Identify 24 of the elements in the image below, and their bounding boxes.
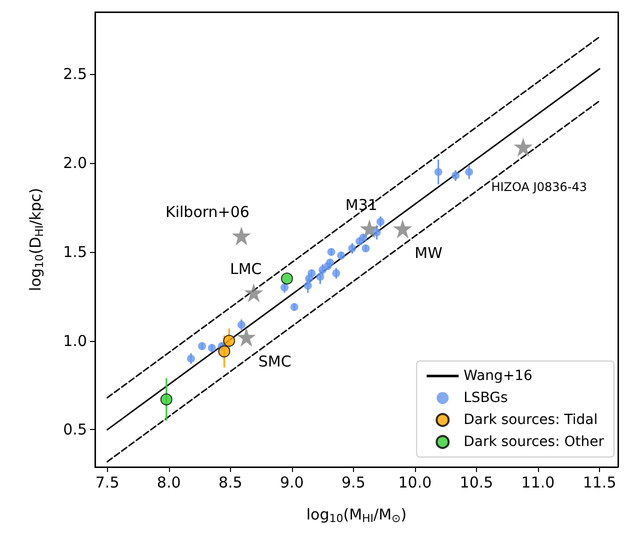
x-tick-label: 7.5 <box>95 474 120 492</box>
y-tick-label: 2.5 <box>63 65 87 84</box>
legend-label: LSBGs <box>464 390 508 406</box>
x-tick-label: 10.5 <box>460 474 494 492</box>
legend-label: Dark sources: Tidal <box>464 412 598 428</box>
x-tick-label: 8.0 <box>156 474 181 492</box>
legend-label: Wang+16 <box>464 368 533 384</box>
annotation: Kilborn+06 <box>166 202 250 221</box>
annotation: MW <box>414 244 443 262</box>
y-tick-label: 2.0 <box>63 154 87 172</box>
annotation: HIZOA J0836-43 <box>491 180 587 194</box>
x-tick-label: 9.0 <box>280 474 304 492</box>
annotation: LMC <box>230 260 262 278</box>
x-tick-label: 11.0 <box>521 474 555 492</box>
y-tick-label: 0.5 <box>63 420 87 439</box>
legend-label: Dark sources: Other <box>464 434 604 450</box>
y-axis-title: log10(DHI/kpc) <box>26 188 46 292</box>
x-tick-label: 8.5 <box>218 474 242 492</box>
x-tick-label: 9.5 <box>341 474 366 492</box>
x-tick-label: 10.0 <box>398 474 432 492</box>
x-tick-label: 11.5 <box>582 474 616 492</box>
annotation: SMC <box>258 352 292 370</box>
y-tick-label: 1.0 <box>63 332 87 350</box>
y-tick-label: 1.5 <box>63 242 87 261</box>
